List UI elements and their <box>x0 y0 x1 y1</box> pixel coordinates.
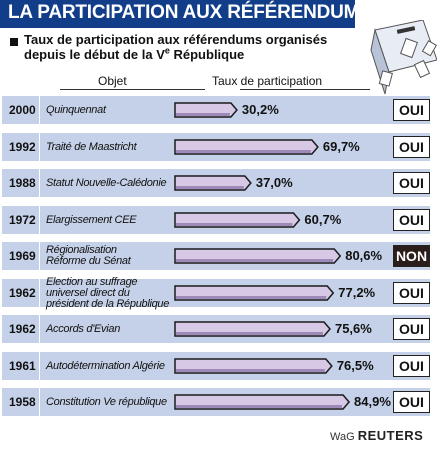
objet-label-line: Réforme du Sénat <box>46 255 131 267</box>
year-label: 1962 <box>9 322 36 336</box>
table-row: 1988 Statut Nouvelle-Calédonie <box>2 169 430 197</box>
objet-label-line: président de la République <box>46 297 170 310</box>
title-bar: LA PARTICIPATION AUX RÉFÉRENDUMS <box>0 0 372 28</box>
table-row: 2000 Quinquennat <box>2 96 430 124</box>
subtitle-line-2-pre: depuis le début de la V <box>24 47 165 62</box>
bar-shade <box>176 296 327 299</box>
objet-label-line: Statut Nouvelle-Calédonie <box>46 176 167 189</box>
objet-label-line: Elargissement CEE <box>46 213 137 226</box>
value-label: 60,7% <box>304 212 342 227</box>
result-badge: OUI <box>393 99 430 121</box>
objet-label: Autodétermination Algérie <box>46 359 176 372</box>
value-label: 84,9% <box>354 394 391 409</box>
footer-credit: WaG REUTERS <box>330 428 423 443</box>
result-badge: OUI <box>393 136 430 158</box>
column-header-taux-rule <box>240 89 370 90</box>
objet-label-line: Quinquennat <box>46 103 106 116</box>
row-separator <box>39 169 40 197</box>
ballot-box-icon <box>370 20 437 95</box>
table-row: 1958 Constitution Ve république <box>2 388 430 416</box>
row-separator <box>39 96 40 124</box>
footer-prefix: WaG <box>330 431 358 443</box>
year-label: 1972 <box>9 213 36 227</box>
objet-label: Quinquennat <box>46 103 176 116</box>
row-separator <box>39 388 40 416</box>
result-badge: NON <box>393 245 430 267</box>
year-label: 1969 <box>9 249 36 263</box>
bar-shade <box>176 369 325 372</box>
result-badge: OUI <box>393 391 430 413</box>
result-badge: OUI <box>393 318 430 340</box>
result-badge: OUI <box>393 172 430 194</box>
bar-shade <box>176 113 230 116</box>
year-label: 2000 <box>9 103 36 117</box>
objet-label-line: Accords d'Evian <box>46 322 121 335</box>
value-label: 76,5% <box>336 358 374 373</box>
objet-label: Régionalisation Réforme du Sénat <box>46 245 176 267</box>
value-label: 69,7% <box>322 139 360 154</box>
bar-shade <box>176 259 334 262</box>
bar-shade <box>176 223 293 226</box>
value-label: 77,2% <box>338 285 376 300</box>
subtitle-bullet <box>10 38 18 46</box>
row-separator <box>39 133 40 161</box>
value-label: 80,6% <box>345 248 383 263</box>
objet-label-line: Constitution Ve république <box>46 395 167 408</box>
chart-subtitle: Taux de participation aux référendums or… <box>24 32 354 62</box>
row-separator <box>39 315 40 343</box>
column-header-taux: Taux de participation <box>212 74 323 88</box>
year-label: 1961 <box>9 359 36 373</box>
column-header-objet-rule <box>60 89 205 90</box>
bar-shade <box>176 405 343 408</box>
objet-label-line: universel direct du <box>46 286 130 299</box>
row-separator <box>39 242 40 270</box>
objet-label-line: Autodétermination Algérie <box>46 359 165 372</box>
subtitle-line-2-sup: e <box>164 45 170 56</box>
year-label: 1988 <box>9 176 36 190</box>
result-badge: OUI <box>393 355 430 377</box>
result-badge: OUI <box>393 209 430 231</box>
year-label: 1992 <box>9 140 36 154</box>
objet-label-line: Régionalisation <box>46 244 117 256</box>
bar-shade <box>176 150 311 153</box>
objet-label: Traité de Maastricht <box>46 140 176 153</box>
objet-label: Elargissement CEE <box>46 213 176 226</box>
objet-label: Accords d'Evian <box>46 322 176 335</box>
bar-shade <box>176 186 244 189</box>
objet-label: Constitution Ve république <box>46 395 176 408</box>
bar-shade <box>176 332 323 335</box>
subtitle-line-2-post: République <box>169 47 245 62</box>
objet-label: Election au suffrage universel direct du p… <box>46 275 176 310</box>
chart-title: LA PARTICIPATION AUX RÉFÉRENDUMS <box>8 2 372 23</box>
year-label: 1962 <box>9 286 36 300</box>
objet-label-line: Traité de Maastricht <box>46 140 137 153</box>
row-separator <box>39 206 40 234</box>
objet-label: Statut Nouvelle-Calédonie <box>46 176 176 189</box>
result-badge: OUI <box>393 282 430 304</box>
year-label: 1958 <box>9 395 36 409</box>
subtitle-line-2: depuis le début de la Ve République <box>24 45 354 62</box>
value-label: 30,2% <box>241 102 279 117</box>
footer-brand: REUTERS <box>357 428 424 443</box>
value-label: 75,6% <box>334 321 372 336</box>
row-separator <box>39 352 40 380</box>
objet-label-line: Election au suffrage <box>46 275 138 288</box>
value-label: 37,0% <box>255 175 293 190</box>
column-header-objet: Objet <box>98 74 127 88</box>
subtitle-line-1: Taux de participation aux référendums or… <box>24 32 328 47</box>
row-separator <box>39 279 40 307</box>
